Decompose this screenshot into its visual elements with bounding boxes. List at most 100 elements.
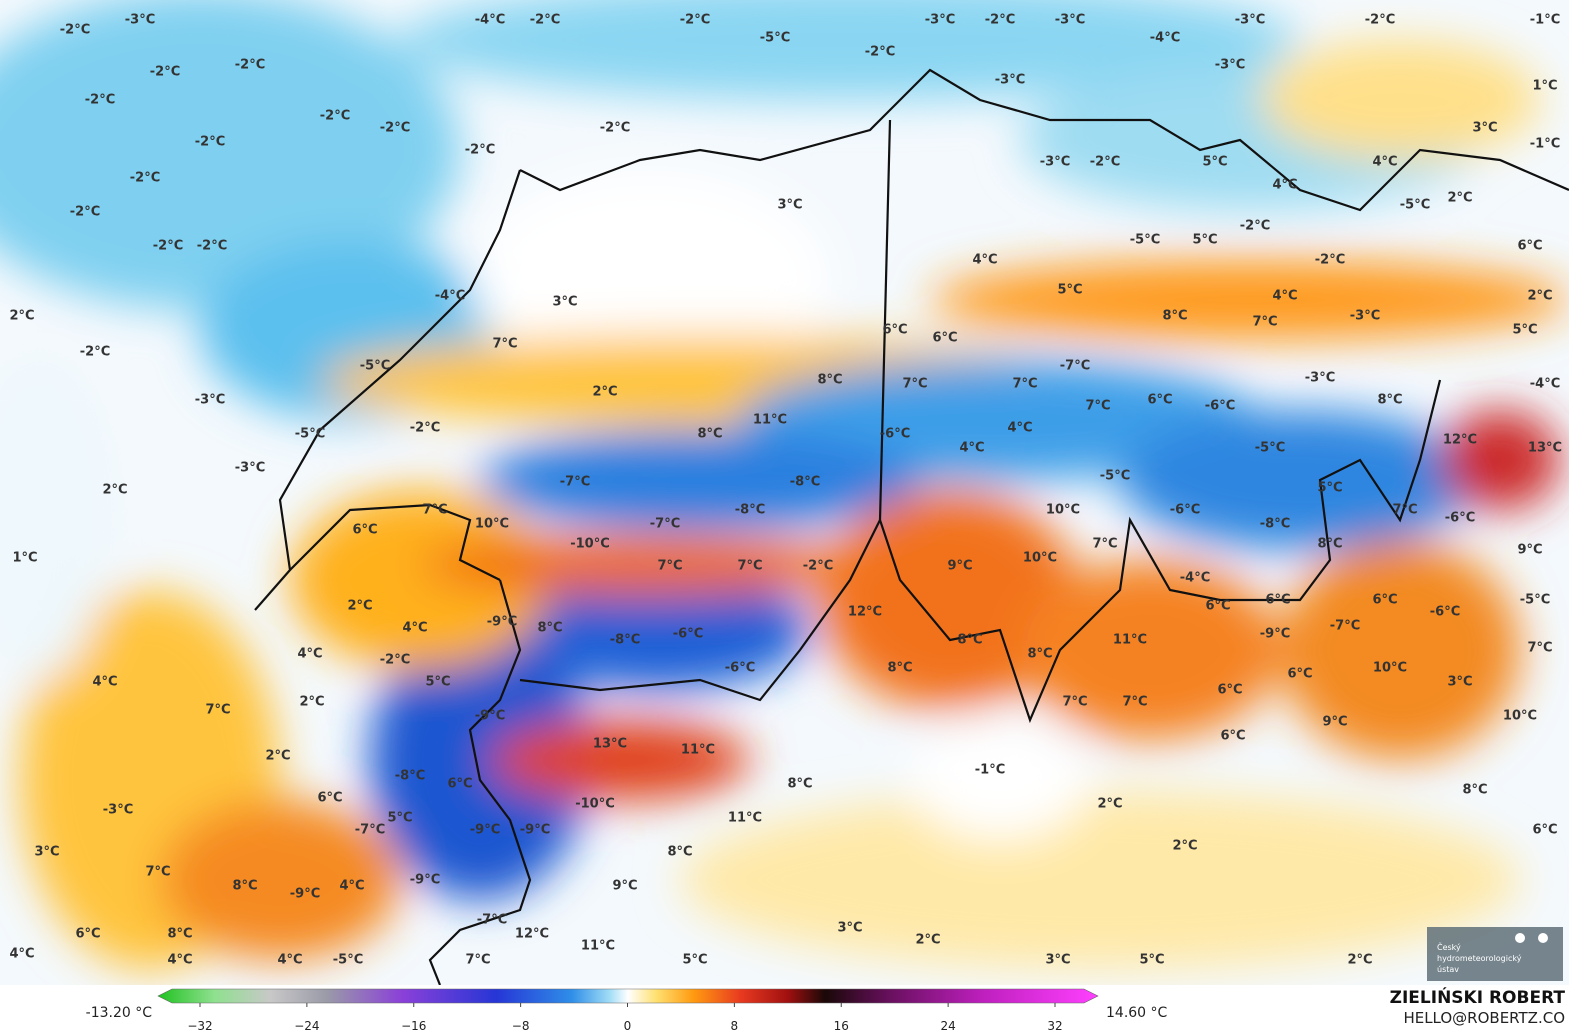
temperature-label: 4°C [1372,155,1397,170]
temperature-label: 7°C [145,865,170,880]
temperature-label: -2°C [600,121,630,136]
temperature-label: 10°C [475,517,509,532]
temperature-label: 7°C [1062,695,1087,710]
temperature-map: -3°C -2°C -4°C -2°C -2°C -5°C -3°C -2°C -3°C -4°C… [0,0,1569,985]
temperature-label: 6°C [932,331,957,346]
temperature-label: 2°C [592,385,617,400]
temperature-label: 10°C [1503,709,1537,724]
temperature-label: -7°C [355,823,385,838]
temperature-label: -8°C [735,503,765,518]
temperature-label: 3°C [1045,953,1070,968]
temperature-label: 4°C [1007,421,1032,436]
temperature-label: -2°C [380,653,410,668]
temperature-label: 5°C [1192,233,1217,248]
colorbar-ticks: −32 −24 −16 −8 0 8 16 24 32 [187,1003,1063,1033]
temperature-label: 11°C [581,939,615,954]
temperature-label: -9°C [487,615,517,630]
temperature-label: -7°C [560,475,590,490]
temperature-label: 4°C [1272,289,1297,304]
temperature-label: -2°C [70,205,100,220]
colorbar-tick-label: 32 [1047,1019,1062,1033]
temperature-label: 4°C [959,441,984,456]
temperature-label: 5°C [1057,283,1082,298]
temperature-label: 6°C [1147,393,1172,408]
temperature-label: 7°C [902,377,927,392]
temperature-label: 5°C [387,811,412,826]
temperature-label: -2°C [80,345,110,360]
temperature-label: 8°C [697,427,722,442]
temperature-label: 6°C [1217,683,1242,698]
temperature-label: 6°C [1517,239,1542,254]
temperature-label: -2°C [530,13,560,28]
temperature-label: 8°C [1377,393,1402,408]
temperature-label: -2°C [235,58,265,73]
temperature-label: 6°C [447,777,472,792]
temperature-label: 5°C [1512,323,1537,338]
temperature-label: 8°C [1027,647,1052,662]
temperature-label: 12°C [848,605,882,620]
temperature-label: 5°C [425,675,450,690]
temperature-label: 2°C [102,483,127,498]
temperature-label: -3°C [995,73,1025,88]
temperature-label: 8°C [167,927,192,942]
temperature-label: 2°C [1172,839,1197,854]
temperature-label: 1°C [1532,79,1557,94]
temperature-label: -6°C [673,627,703,642]
temperature-label: 8°C [1317,537,1342,552]
temperature-label: 7°C [1092,537,1117,552]
temperature-label: -8°C [395,769,425,784]
temperature-label: -2°C [197,239,227,254]
temperature-label: 4°C [972,253,997,268]
temperature-label: 5°C [1139,953,1164,968]
temperature-label: 7°C [205,703,230,718]
logo-text: ústav [1437,965,1459,974]
temperature-label: 6°C [1372,593,1397,608]
colorbar-tick-label: 8 [731,1019,739,1033]
temperature-label: -7°C [1060,359,1090,374]
temperature-label: -3°C [195,393,225,408]
logo-text: Český [1437,941,1461,952]
temperature-label: -6°C [1430,605,1460,620]
temperature-label: 7°C [1085,399,1110,414]
temperature-label: -7°C [1330,619,1360,634]
temperature-label: -3°C [1235,13,1265,28]
temperature-label: 6°C [1532,823,1557,838]
temperature-label: -5°C [333,953,363,968]
temperature-label: -4°C [435,289,465,304]
temperature-label: 3°C [552,295,577,310]
temperature-label: -9°C [470,823,500,838]
temperature-label: -8°C [610,633,640,648]
temperature-label: -3°C [1055,13,1085,28]
colorbar-gradient [157,988,1099,1004]
temperature-label: -7°C [477,913,507,928]
temperature-label: 7°C [422,503,447,518]
colorbar-tick-label: −8 [512,1019,530,1033]
temperature-label: 5°C [682,953,707,968]
temperature-label: 7°C [465,953,490,968]
temperature-label: -3°C [1215,58,1245,73]
temperature-label: -9°C [520,823,550,838]
min-label: -13.20 °C [86,1005,153,1021]
temperature-label: 13°C [593,737,627,752]
temperature-label: -7°C [650,517,680,532]
temperature-label: 9°C [1517,543,1542,558]
temperature-label: 8°C [887,661,912,676]
temperature-label: -2°C [1240,219,1270,234]
temperature-label: -1°C [1530,13,1560,28]
temperature-label: 3°C [777,198,802,213]
temperature-field [0,0,1569,970]
temperature-label: -2°C [130,171,160,186]
colorbar-tick-label: 24 [940,1019,955,1033]
temperature-label: -1°C [975,763,1005,778]
temperature-label: -2°C [153,239,183,254]
temperature-label: -9°C [290,887,320,902]
temperature-label: 5°C [1202,155,1227,170]
temperature-label: -10°C [575,797,615,812]
temperature-label: 4°C [92,675,117,690]
temperature-label: 3°C [1472,121,1497,136]
temperature-label: -6°C [1205,399,1235,414]
temperature-label: 9°C [947,559,972,574]
logo-icon [1515,933,1525,943]
temperature-label: -2°C [1090,155,1120,170]
author-email: HELLO@ROBERTZ.CO [1403,1009,1565,1027]
